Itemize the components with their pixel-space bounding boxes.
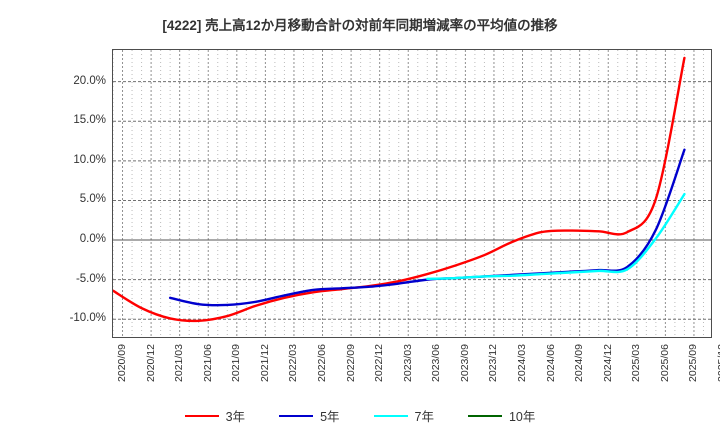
- y-axis-tick-label: 15.0%: [73, 114, 106, 127]
- x-axis-tick-label: 2023/12: [487, 344, 500, 382]
- chart-legend: 3年 5年 7年 10年: [0, 406, 720, 425]
- legend-color-swatch: [279, 414, 314, 417]
- x-axis-tick-label: 2025/09: [687, 344, 700, 382]
- y-axis-tick-label: 10.0%: [73, 153, 106, 166]
- x-axis-tick-label: 2025/06: [658, 344, 671, 382]
- x-axis-tick-label: 2024/09: [573, 344, 586, 382]
- y-axis-tick-label: 0.0%: [79, 233, 106, 245]
- x-axis-tick-label: 2020/12: [144, 344, 157, 382]
- plot-area: [112, 49, 712, 338]
- legend-label: 5年: [320, 410, 340, 424]
- x-axis-tick-label: 2022/09: [344, 344, 357, 382]
- chart-title: [4222] 売上高12か月移動合計の対前年同期増減率の平均値の推移: [162, 18, 558, 33]
- legend-item-10年[interactable]: 10年: [467, 406, 536, 425]
- x-axis-tick-label: 2023/09: [458, 344, 471, 382]
- legend-label: 7年: [414, 410, 434, 424]
- series-line-3年: [113, 56, 686, 323]
- series-line-7年: [426, 192, 686, 281]
- x-axis-tick-label: 2020/09: [116, 344, 128, 382]
- legend-color-swatch: [373, 414, 408, 417]
- legend-item-7年[interactable]: 7年: [373, 406, 434, 425]
- x-axis-tick-label: 2025/03: [630, 344, 643, 382]
- legend-color-swatch: [184, 414, 219, 417]
- x-axis-tick-label: 2023/03: [401, 344, 414, 382]
- y-axis-tick-label: -5.0%: [75, 272, 106, 285]
- legend-item-5年[interactable]: 5年: [279, 406, 340, 425]
- x-axis-tick-label: 2021/06: [201, 344, 214, 382]
- x-axis-tick-label: 2022/06: [316, 344, 328, 382]
- x-axis-tick-label: 2022/12: [373, 344, 386, 382]
- x-axis-tick-label: 2025/12: [716, 344, 720, 382]
- y-axis-tick-labels: 20.0% 15.0% 10.0% 5.0% 0.0% -5.0% -10.0%: [0, 0, 106, 440]
- grid-lines: [113, 50, 711, 337]
- legend-color-swatch: [467, 414, 502, 417]
- x-axis-tick-label: 2023/06: [430, 344, 443, 382]
- legend-item-3年[interactable]: 3年: [184, 406, 246, 425]
- y-axis-tick-label: 5.0%: [79, 193, 106, 206]
- x-axis-tick-label: 2021/03: [173, 344, 186, 382]
- x-axis-tick-label: 2021/12: [258, 344, 271, 382]
- legend-label: 3年: [225, 410, 246, 424]
- x-axis-tick-label: 2022/03: [287, 344, 300, 382]
- x-axis-tick-label: 2024/12: [601, 344, 614, 382]
- series-lines: [113, 56, 686, 323]
- series-line-5年: [168, 148, 686, 307]
- x-axis-tick-label: 2021/09: [230, 344, 243, 382]
- y-axis-tick-label: -10.0%: [69, 312, 106, 325]
- x-axis-tick-label: 2024/03: [516, 344, 528, 382]
- legend-label: 10年: [508, 410, 536, 424]
- y-axis-tick-label: 20.0%: [73, 74, 106, 87]
- x-axis-tick-label: 2024/06: [544, 344, 557, 382]
